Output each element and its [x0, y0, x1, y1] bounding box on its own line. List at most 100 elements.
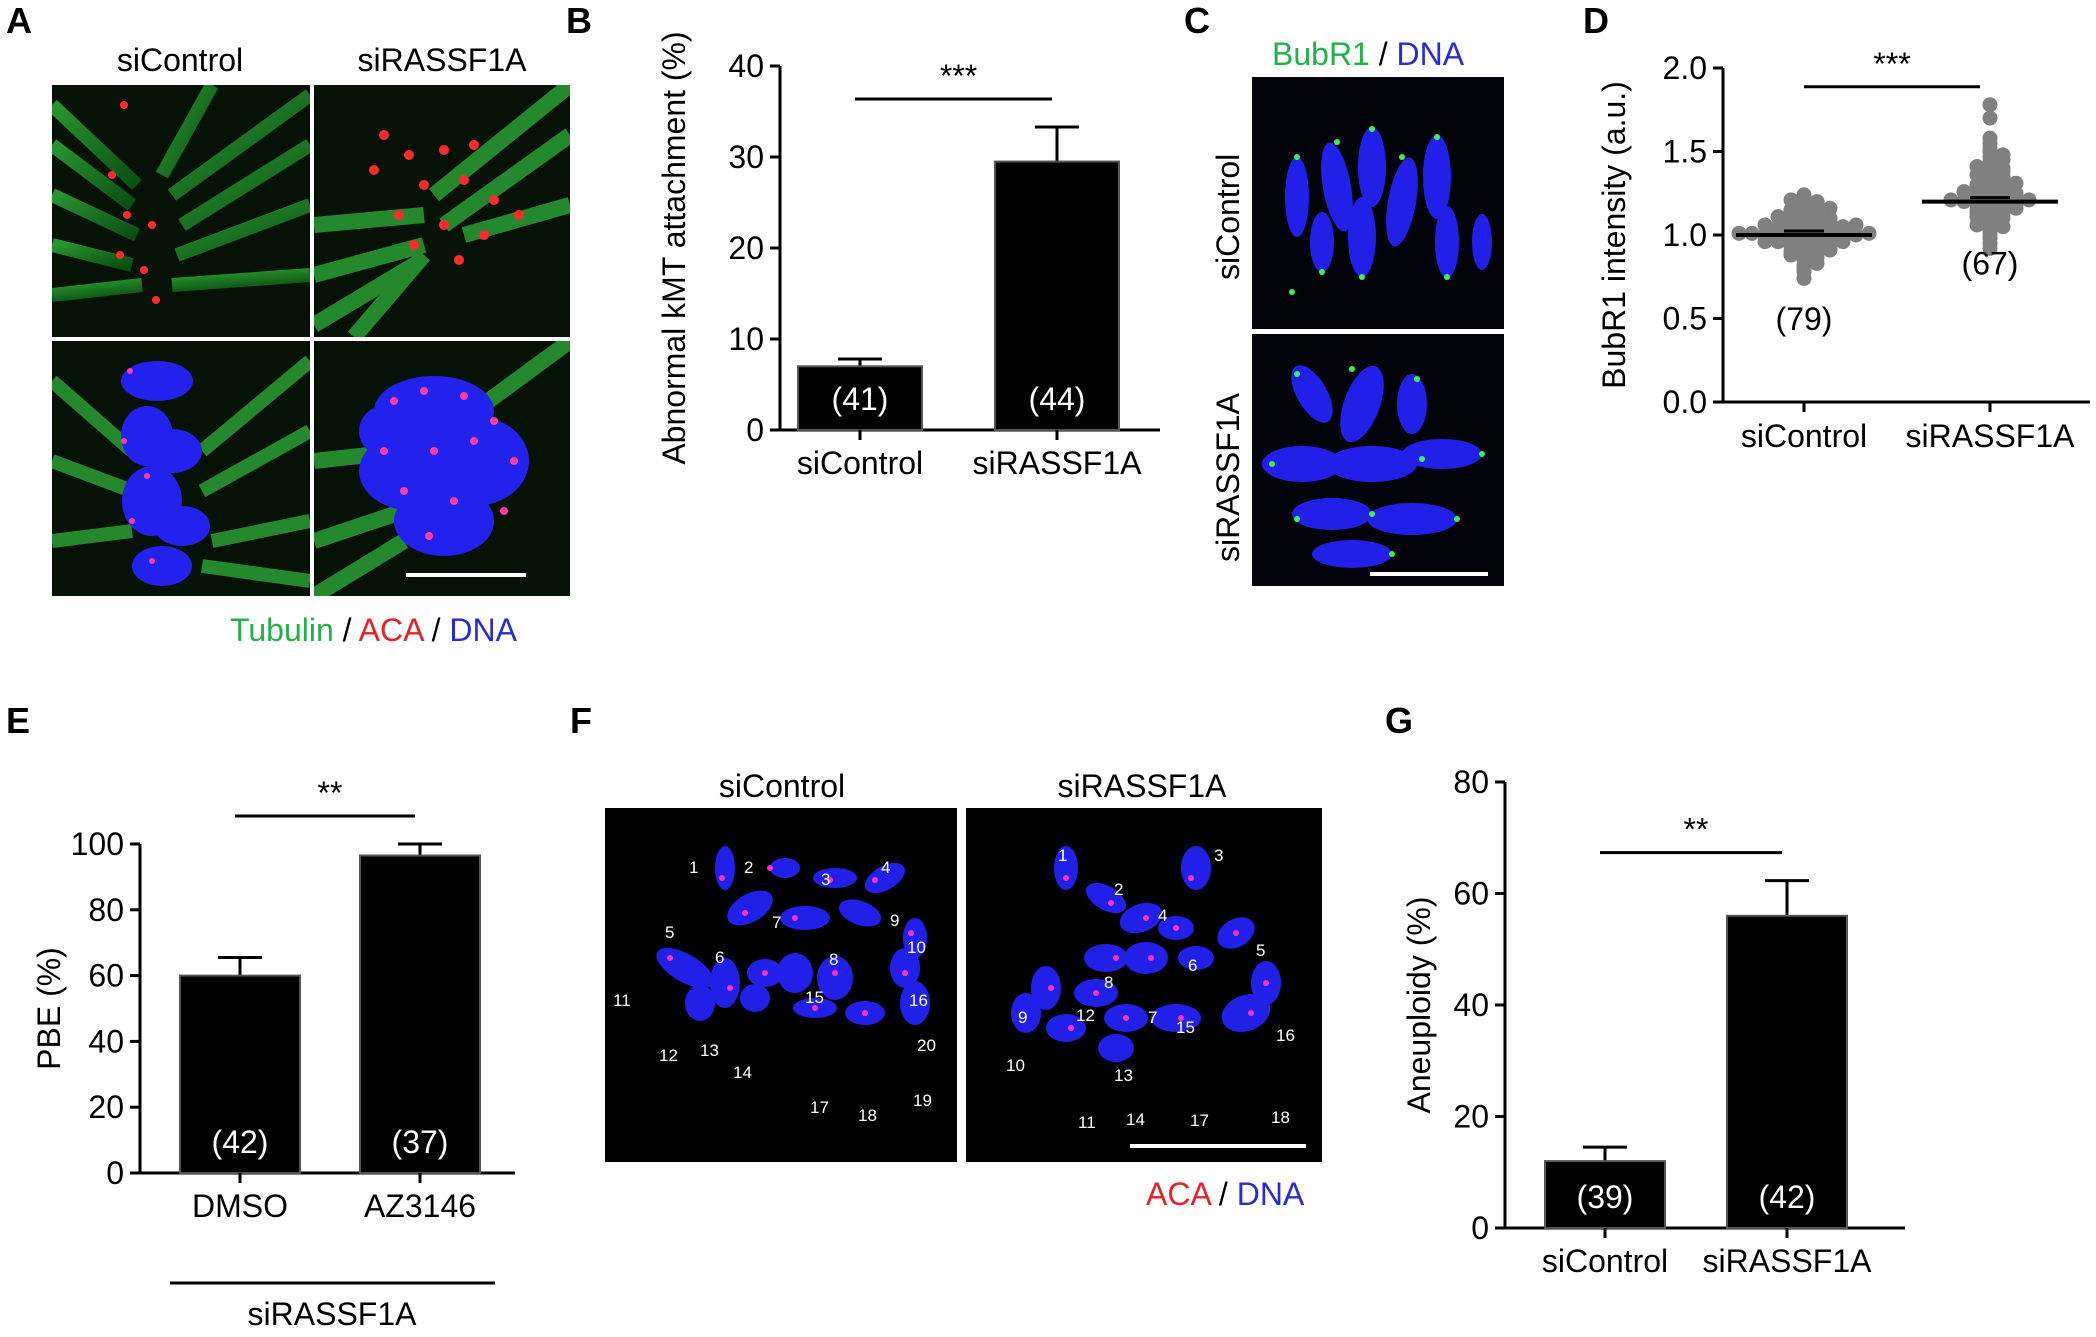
legend-dna: DNA	[1236, 1176, 1305, 1212]
panel-b-bar-chart: 0 10 20 30 40 Abnormal kMT attachment (%) (41)…	[656, 31, 1160, 481]
y-tick-label: 100	[71, 826, 124, 862]
chromosome-number: 13	[700, 1041, 719, 1060]
bar	[179, 974, 301, 1174]
chromosome-number: 3	[821, 870, 831, 889]
data-point	[1956, 184, 1972, 200]
panel-c-row-label-sirassf1a: siRASSF1A	[1210, 393, 1246, 562]
legend-separator: /	[1378, 36, 1388, 72]
y-tick-label: 20	[88, 1089, 124, 1125]
y-tick-label: 20	[1453, 1099, 1489, 1135]
legend-dna: DNA	[449, 612, 517, 648]
panel-c-image-sicontrol	[1252, 77, 1504, 329]
panel-c-image-sirassf1a	[1252, 334, 1504, 586]
y-axis-label: PBE (%)	[31, 947, 67, 1070]
significance-label: ***	[1873, 46, 1910, 82]
y-tick-label: 30	[728, 139, 764, 175]
y-tick-label: 10	[728, 321, 764, 357]
panel-e-bar-chart: 0 20 40 60 80 100 PBE (%) (42) DMSO (37) AZ3146 ** s…	[31, 775, 515, 1332]
karyotype-chromosomes	[656, 846, 930, 1025]
chromosome-number: 12	[1076, 1006, 1095, 1025]
panel-a-col-label-sicontrol: siControl	[116, 42, 244, 78]
legend-separator: /	[1218, 1176, 1228, 1212]
data-point	[2008, 175, 2024, 191]
y-tick-label: 20	[728, 230, 764, 266]
legend-dna: DNA	[1396, 36, 1465, 72]
x-tick-label: siControl	[797, 445, 923, 481]
panel-a-col-label-sirassf1a: siRASSF1A	[357, 42, 527, 78]
data-point	[1822, 200, 1838, 216]
x-tick-label: siRASSF1A	[1703, 1243, 1873, 1279]
y-tick-label: 0.0	[1663, 384, 1707, 420]
data-point	[1835, 219, 1851, 235]
y-tick-label: 60	[88, 958, 124, 994]
panel-letter-b: B	[566, 0, 592, 41]
chromosome-number: 4	[1158, 906, 1168, 925]
data-point	[1770, 209, 1786, 225]
y-tick-label: 40	[728, 48, 764, 84]
chromosome-number: 3	[1214, 846, 1224, 865]
panel-letter-d: D	[1583, 0, 1609, 41]
chromosome-number: 17	[1190, 1111, 1209, 1130]
panel-f-legend: ACA / DNA	[1146, 1176, 1304, 1213]
bar	[1726, 914, 1848, 1230]
y-tick-label: 0.5	[1663, 301, 1707, 337]
x-tick-label: siRASSF1A	[1906, 418, 2076, 454]
legend-separator: /	[342, 612, 352, 648]
bar-n-label: (44)	[1029, 381, 1086, 417]
bar-n-label: (39)	[1577, 1179, 1634, 1215]
data-point	[1796, 187, 1812, 203]
bar-n-label: (42)	[212, 1124, 269, 1160]
scale-bar	[1130, 1144, 1306, 1148]
scale-bar	[406, 573, 526, 577]
y-tick-label: 40	[1453, 987, 1489, 1023]
significance-label: **	[318, 775, 343, 811]
panel-a-legend: Tubulin / ACA / DNA	[230, 612, 517, 649]
chromosome-number: 6	[715, 948, 725, 967]
panel-d-scatter-chart: 0.0 0.5 1.0 1.5 2.0 BubR1 intensity (a.u.) (79…	[1596, 46, 2090, 454]
y-tick-label: 0	[746, 412, 764, 448]
chromosome-number: 5	[1256, 941, 1266, 960]
karyotype-chromosomes	[1011, 846, 1281, 1062]
panel-a-image-sicontrol-merge	[52, 341, 310, 596]
significance-label: **	[1684, 812, 1709, 848]
chromosome-number: 5	[665, 923, 675, 942]
y-tick-label: 40	[88, 1023, 124, 1059]
panel-a-image-sicontrol-tubulin	[52, 85, 310, 337]
panel-letter-a: A	[6, 0, 32, 41]
x-tick-label: siControl	[1741, 418, 1867, 454]
panel-f-col-label-sirassf1a: siRASSF1A	[1057, 768, 1227, 804]
panel-a-image-sirassf1a-tubulin	[314, 85, 570, 337]
data-point	[1982, 130, 1998, 146]
chromosome-number: 9	[890, 911, 900, 930]
scale-bar	[1370, 572, 1488, 576]
chromosome-number: 9	[1018, 1008, 1028, 1027]
chromosome-number: 4	[881, 858, 891, 877]
bar	[359, 854, 481, 1174]
panel-letter-f: F	[570, 700, 592, 741]
chromosome-number: 2	[1114, 880, 1124, 899]
panel-f-col-label-sicontrol: siControl	[718, 768, 846, 804]
chromosome-number: 10	[907, 938, 926, 957]
chromosome-number: 2	[744, 858, 754, 877]
group-n-label: (67)	[1962, 246, 2019, 282]
chromosome-number: 10	[1006, 1056, 1025, 1075]
legend-aca: ACA	[358, 612, 423, 648]
data-point	[1982, 110, 1998, 126]
chromosome-number: 14	[733, 1063, 752, 1082]
panel-letter-e: E	[6, 700, 31, 741]
y-tick-label: 1.5	[1663, 134, 1707, 170]
chromosome-number: 12	[659, 1046, 678, 1065]
group-n-label: (79)	[1776, 301, 1833, 337]
y-tick-label: 1.0	[1663, 217, 1707, 253]
chromosome-number: 1	[1058, 846, 1068, 865]
bar-n-label: (42)	[1759, 1179, 1816, 1215]
chromosome-number: 11	[1078, 1113, 1096, 1132]
bar-n-label: (37)	[392, 1124, 449, 1160]
y-tick-label: 60	[1453, 876, 1489, 912]
chromosome-number: 8	[1104, 973, 1114, 992]
chromosome-number: 16	[1276, 1026, 1295, 1045]
legend-tubulin: Tubulin	[230, 612, 334, 648]
y-axis-label: Abnormal kMT attachment (%)	[656, 31, 692, 464]
legend-aca: ACA	[1146, 1176, 1211, 1212]
data-point	[1848, 217, 1864, 233]
